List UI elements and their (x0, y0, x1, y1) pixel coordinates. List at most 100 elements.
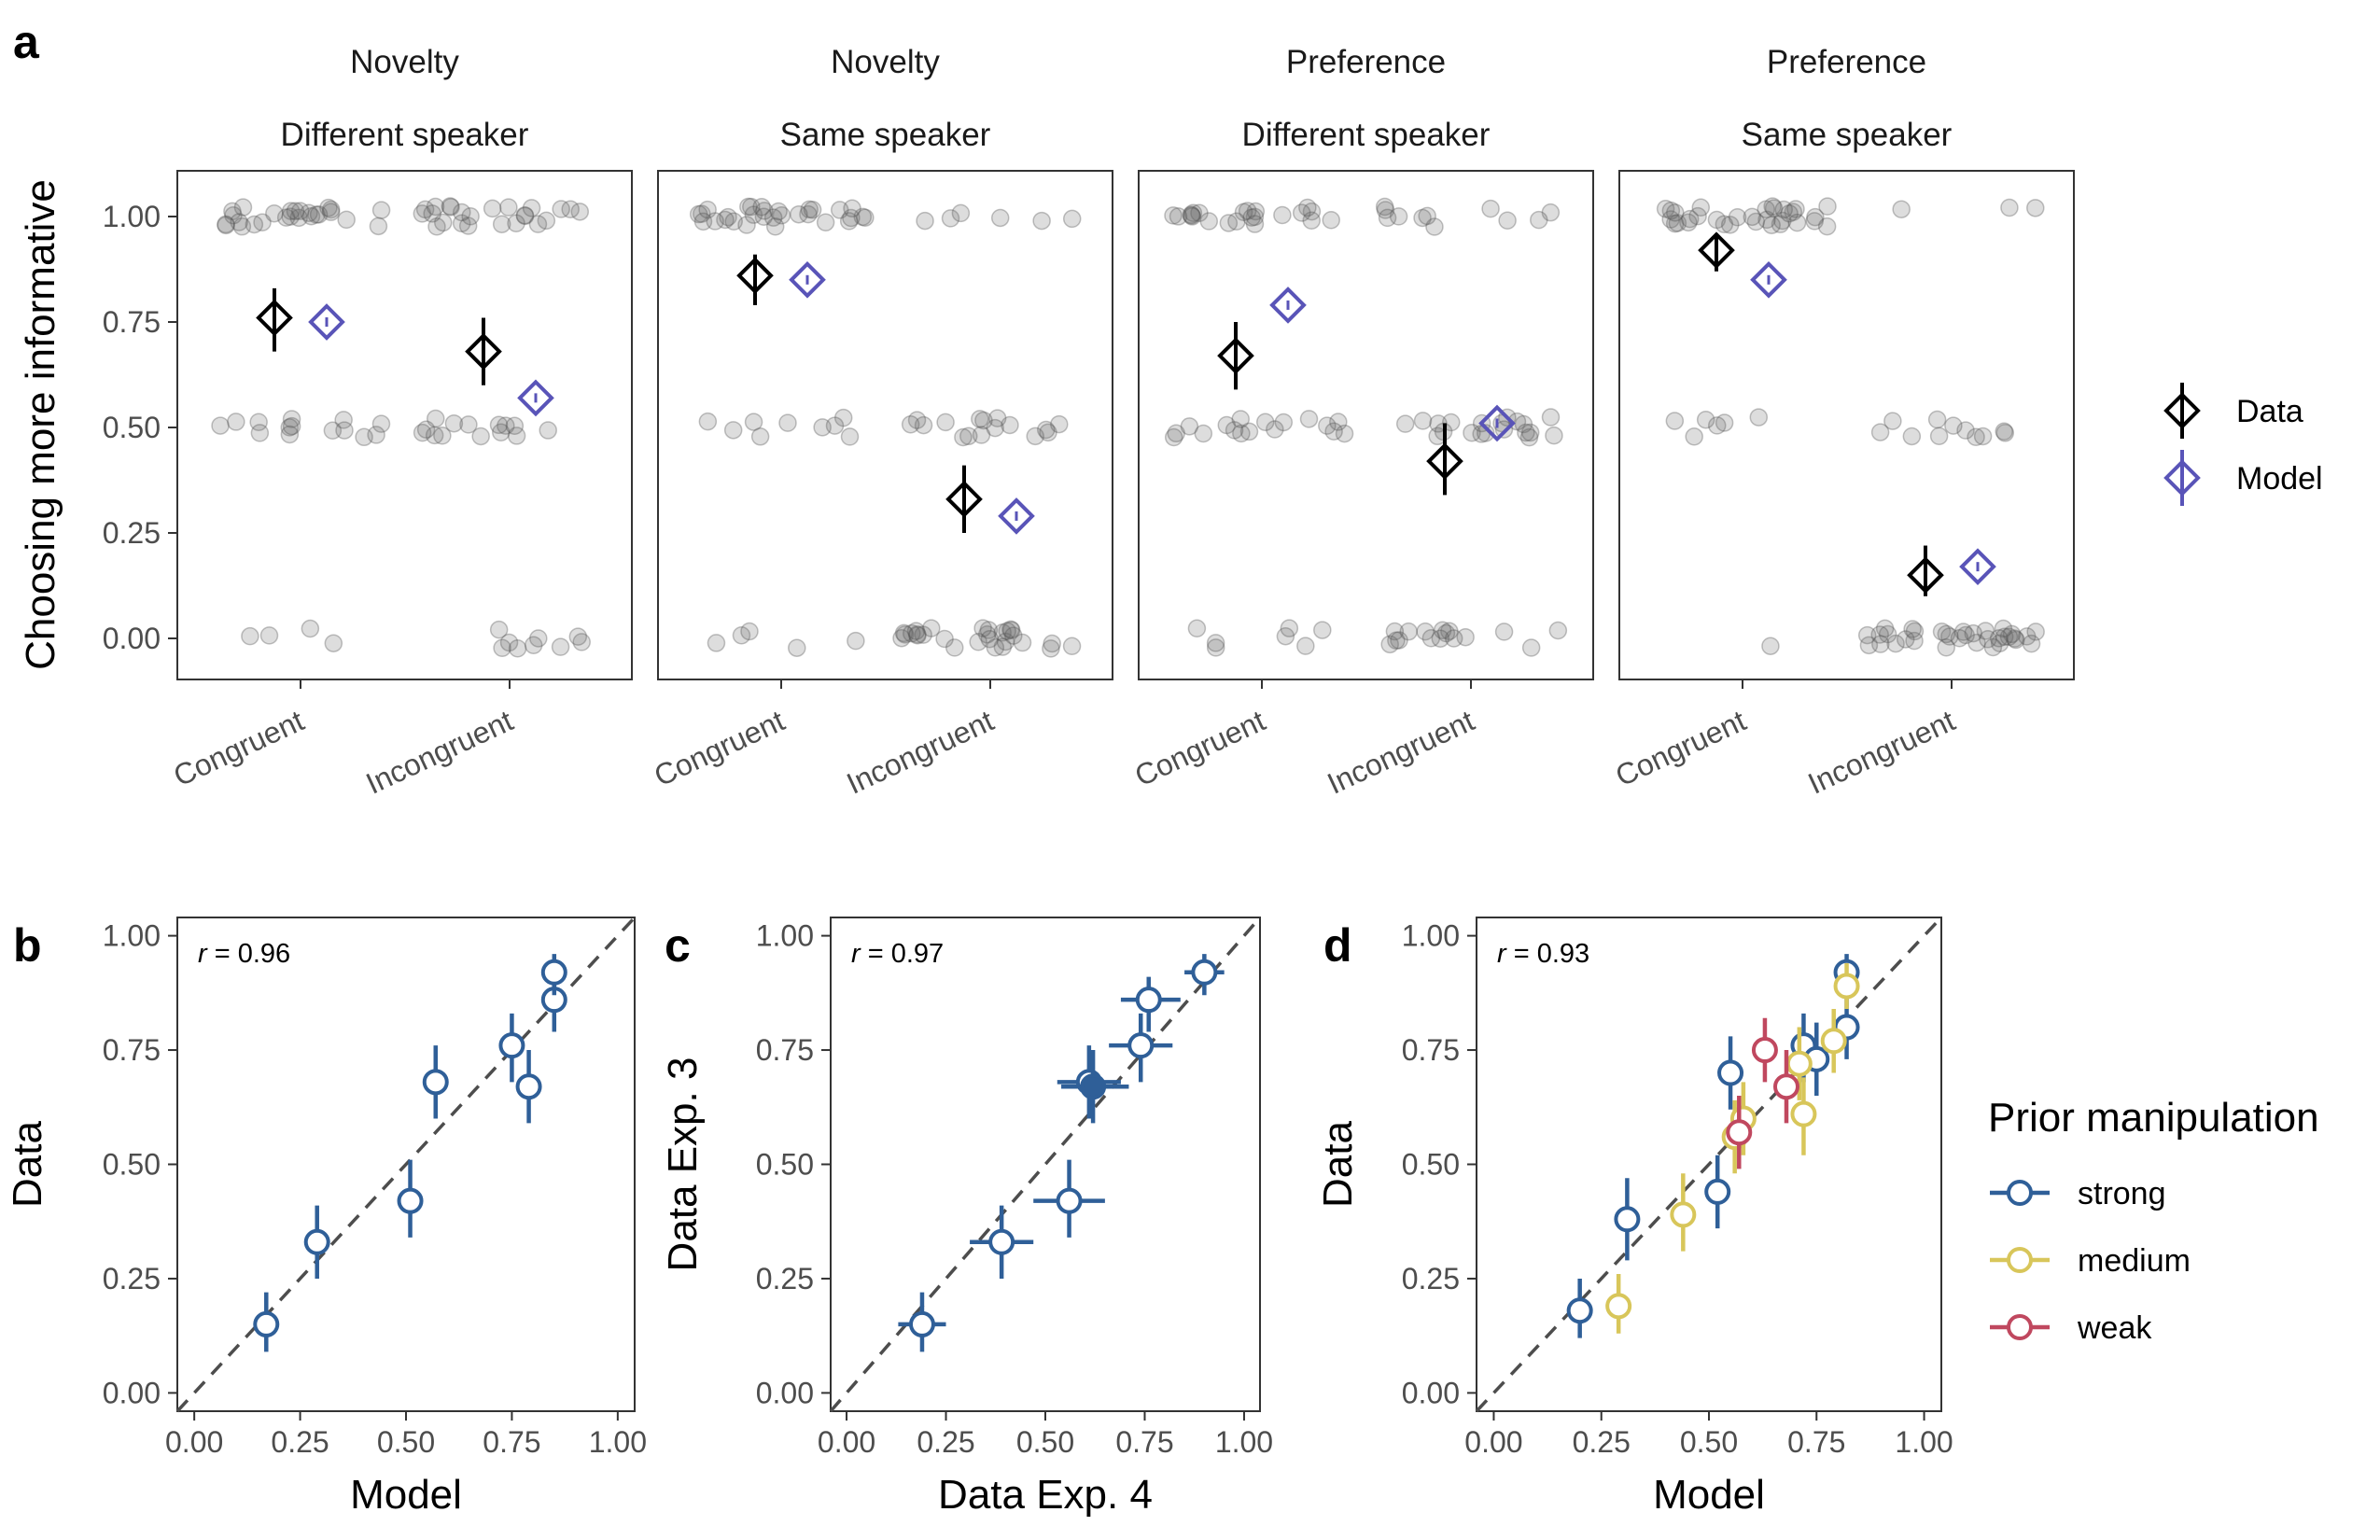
raw-point (1387, 631, 1406, 651)
raw-point (936, 413, 955, 432)
raw-point (1937, 637, 1956, 657)
raw-point (843, 199, 861, 218)
x-tick-label: Incongruent (842, 704, 999, 801)
raw-point (1937, 624, 1956, 644)
data-mean-point (465, 332, 502, 371)
raw-point (1521, 638, 1541, 657)
raw-point (1771, 215, 1790, 233)
raw-point (1227, 212, 1246, 231)
raw-point (232, 217, 252, 236)
raw-point (1805, 212, 1824, 231)
raw-point (1329, 413, 1348, 431)
raw-point (1749, 408, 1769, 427)
data-point-medium (1670, 1173, 1697, 1252)
raw-point (1298, 198, 1317, 217)
raw-point (1983, 637, 2003, 657)
raw-point (2002, 624, 2022, 644)
raw-point (895, 625, 915, 644)
raw-point (505, 416, 525, 436)
raw-point (1421, 628, 1441, 648)
raw-point (973, 619, 992, 637)
raw-point (1857, 625, 1877, 645)
raw-point (1517, 423, 1535, 442)
point-marker (303, 1228, 330, 1255)
x-tick-label: 1.00 (1895, 1425, 1953, 1459)
model-point (1959, 548, 1996, 585)
legend-item-medium: medium (1990, 1243, 2191, 1279)
y-tick-label: 1.00 (103, 919, 161, 953)
raw-point (1164, 427, 1183, 447)
raw-point (319, 198, 338, 217)
x-tick-label: 0.00 (1464, 1425, 1522, 1459)
raw-point (1774, 200, 1793, 219)
raw-point (833, 408, 853, 427)
x-tick-label: Incongruent (1803, 704, 1960, 801)
raw-point (856, 208, 875, 227)
legend-label: strong (2078, 1176, 2166, 1211)
raw-point (842, 208, 861, 228)
raw-point (754, 207, 774, 226)
raw-point (1892, 200, 1911, 218)
raw-point (371, 414, 391, 433)
legend-label: Data (2236, 394, 2303, 429)
raw-point (914, 625, 932, 644)
raw-point (1520, 423, 1540, 442)
data-point-medium (1790, 1077, 1817, 1155)
y-tick-label: 0.00 (103, 622, 161, 655)
raw-point (452, 214, 471, 233)
x-tick-label: Congruent (1610, 704, 1751, 793)
raw-point (750, 427, 770, 446)
raw-point (1498, 211, 1517, 231)
correlation-annotation: r = 0.93 (1497, 939, 1589, 969)
data-point (898, 1292, 946, 1352)
raw-point (441, 197, 460, 216)
facet-3: Preference Different speaker Congruent Inco… (1129, 44, 1594, 801)
raw-point (1944, 416, 1963, 435)
raw-point (1715, 215, 1734, 233)
raw-point (413, 204, 432, 223)
raw-point (1541, 203, 1561, 222)
x-axis-title: Model (350, 1472, 462, 1518)
raw-point (840, 427, 860, 446)
raw-point (217, 216, 235, 235)
correlation-annotation: r = 0.96 (198, 939, 290, 969)
x-tick-label: Congruent (1129, 704, 1270, 793)
point-marker (1751, 1037, 1778, 1064)
y-tick-label: 0.50 (103, 411, 161, 444)
raw-point (737, 216, 756, 234)
raw-point (1685, 427, 1703, 446)
raw-point (1001, 415, 1019, 435)
raw-point (323, 421, 343, 440)
raw-point (707, 634, 726, 652)
raw-point (1905, 631, 1924, 651)
raw-point (1929, 427, 1949, 446)
raw-point (1245, 215, 1265, 233)
point-marker (1605, 1293, 1632, 1320)
raw-point (1183, 203, 1203, 222)
raw-point (986, 637, 1005, 657)
data-point (498, 1013, 525, 1083)
raw-point (515, 205, 535, 225)
legend-d: Prior manipulation strong medium weak (1988, 1095, 2319, 1346)
raw-point (1416, 622, 1435, 641)
x-tick-label: 0.75 (1115, 1425, 1173, 1459)
raw-point (497, 416, 515, 435)
raw-point (425, 426, 444, 445)
x-axis-title: Data Exp. 4 (938, 1472, 1153, 1518)
y-tick-label: 0.25 (1402, 1262, 1460, 1295)
raw-point (1376, 201, 1395, 219)
raw-point (1433, 621, 1452, 640)
raw-point (1313, 621, 1332, 639)
raw-point (416, 420, 436, 439)
raw-point (453, 203, 471, 222)
y-tick-label: 0.00 (1402, 1376, 1460, 1409)
data-point-strong (1614, 1178, 1641, 1261)
panel-a: Novelty Different speaker Congruent Incongr… (18, 44, 2323, 801)
x-tick-label: 0.75 (483, 1425, 540, 1459)
raw-point (693, 204, 711, 223)
raw-point (1761, 637, 1780, 655)
raw-point (1661, 201, 1681, 220)
data-mean-point (1217, 337, 1254, 374)
data-point-strong (1566, 1278, 1593, 1338)
raw-point (444, 413, 464, 433)
